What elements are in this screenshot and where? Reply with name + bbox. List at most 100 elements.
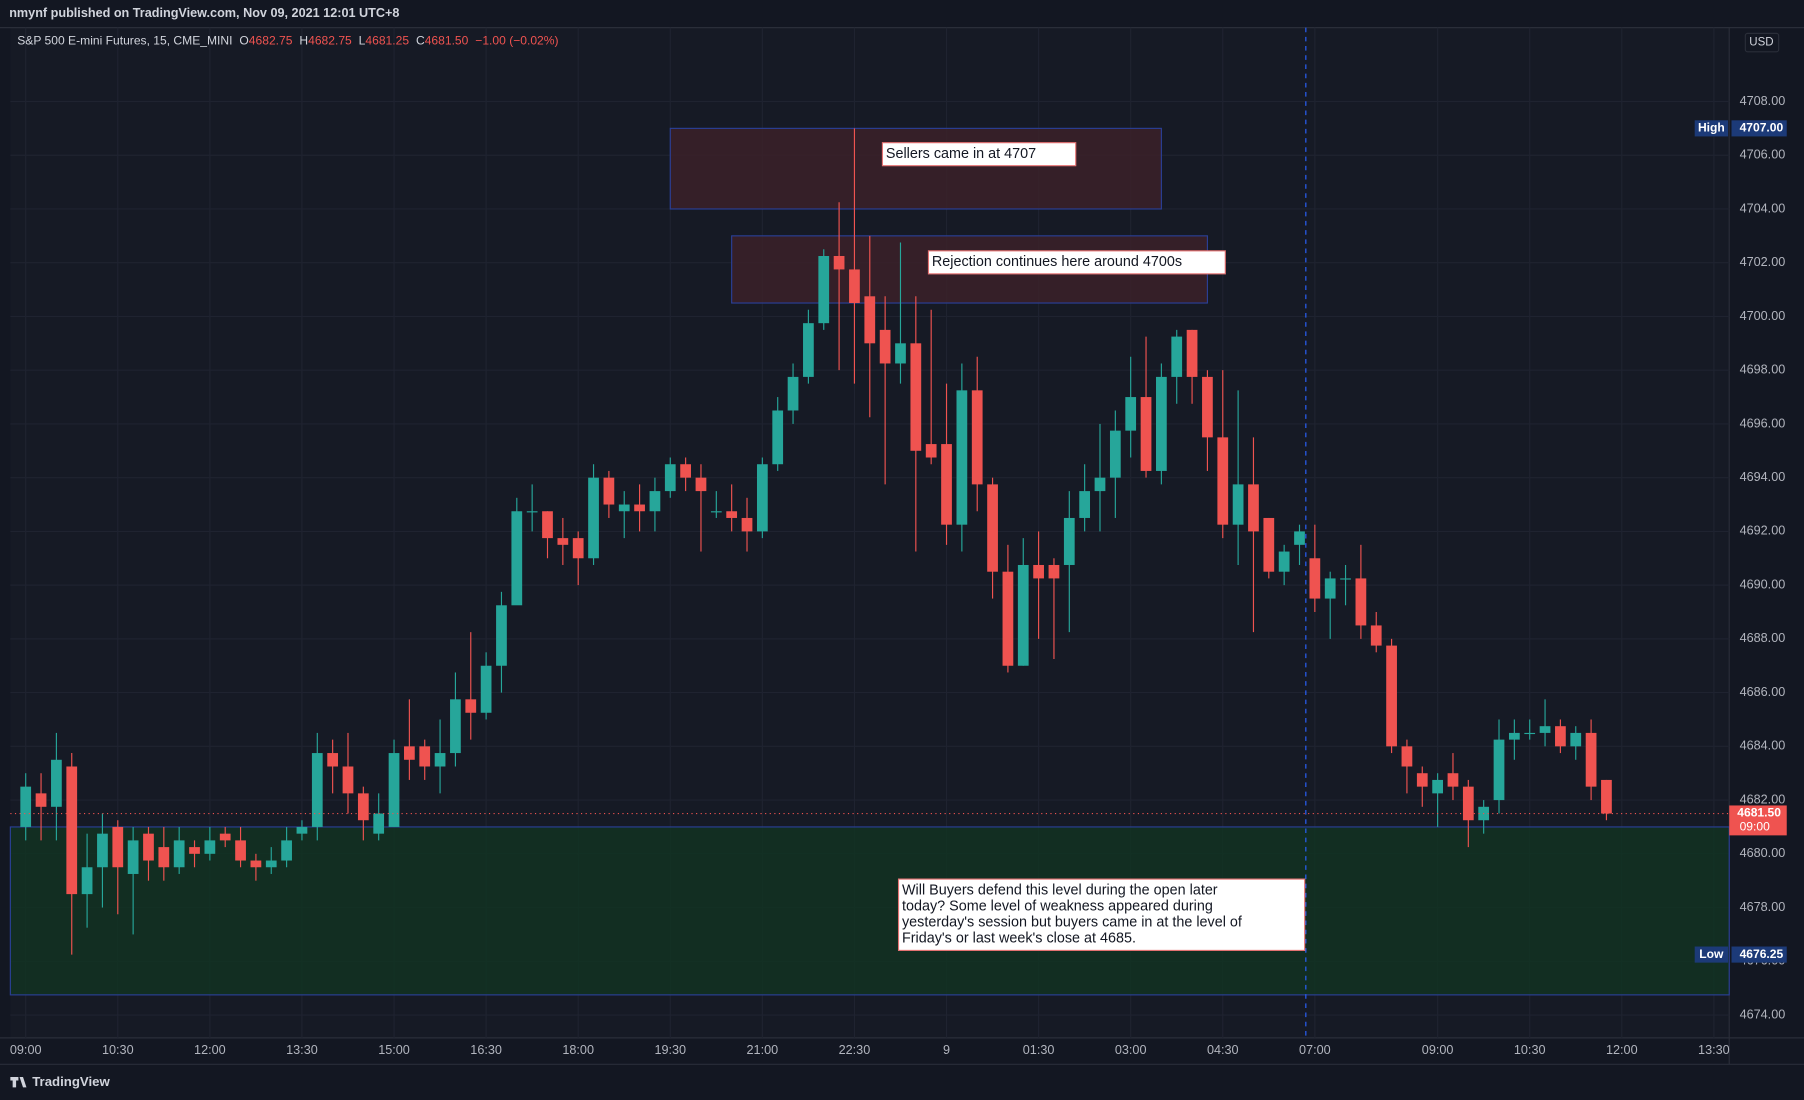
candle-body bbox=[1555, 726, 1566, 747]
candle-body bbox=[465, 699, 477, 713]
x-tick-label: 12:00 bbox=[194, 1043, 226, 1057]
annotation-text: yesterday's session but buyers came in a… bbox=[902, 915, 1243, 931]
candle-body bbox=[1094, 477, 1106, 492]
annotation-text: Sellers came in at 4707 bbox=[886, 146, 1036, 162]
candle-body bbox=[1462, 786, 1474, 821]
candle-body bbox=[1309, 558, 1321, 599]
candle-body bbox=[357, 793, 369, 821]
candle-body bbox=[634, 504, 645, 512]
candle-body bbox=[1048, 564, 1060, 579]
price-tag-label: 4676.25 bbox=[1740, 947, 1784, 961]
candle-body bbox=[1447, 773, 1459, 787]
candle-body bbox=[879, 329, 891, 364]
legend-key: L bbox=[359, 34, 366, 48]
legend-change: −1.00 (−0.02%) bbox=[475, 34, 558, 48]
x-tick-label: 21:00 bbox=[747, 1043, 779, 1057]
candle-body bbox=[910, 343, 922, 451]
candle-body bbox=[81, 867, 93, 895]
axes: 4674.004676.004678.004680.004682.004684.… bbox=[10, 94, 1787, 1057]
candle-body bbox=[1278, 551, 1290, 572]
x-tick-label: 15:00 bbox=[378, 1043, 410, 1057]
candle-body bbox=[864, 296, 876, 344]
y-tick-label: 4702.00 bbox=[1740, 255, 1786, 269]
candle-body bbox=[1386, 645, 1397, 747]
x-tick-label: 03:00 bbox=[1115, 1043, 1147, 1057]
x-tick-label: 13:30 bbox=[286, 1043, 318, 1057]
candle-body bbox=[895, 343, 906, 364]
candle-body bbox=[1401, 746, 1413, 767]
candle-body bbox=[204, 840, 216, 854]
y-tick-label: 4694.00 bbox=[1740, 470, 1786, 484]
price-tag bbox=[1731, 946, 1787, 963]
candle-body bbox=[235, 840, 246, 861]
candle-body bbox=[35, 793, 47, 807]
candle-body bbox=[818, 255, 830, 324]
zone bbox=[9, 826, 1730, 996]
price-tag-name: High bbox=[1698, 121, 1725, 135]
candle-body bbox=[803, 323, 814, 377]
candle-body bbox=[603, 477, 615, 505]
candle-body bbox=[327, 753, 339, 767]
x-tick-label: 01:30 bbox=[1023, 1043, 1055, 1057]
candle-body bbox=[20, 786, 32, 827]
annotation-box bbox=[927, 250, 1226, 275]
last-price-tag bbox=[1729, 805, 1787, 836]
candle-body bbox=[680, 464, 691, 478]
candle-body bbox=[956, 390, 968, 525]
y-tick-label: 4700.00 bbox=[1740, 309, 1786, 323]
annotation-box bbox=[897, 878, 1306, 951]
candle-body bbox=[158, 847, 170, 868]
candle-body bbox=[1186, 329, 1198, 377]
candle-body bbox=[1508, 732, 1520, 740]
candle-body bbox=[588, 477, 599, 559]
candle-body bbox=[1585, 732, 1597, 787]
legend-value: 4682.75 bbox=[249, 34, 293, 48]
price-tag-name: Low bbox=[1699, 947, 1724, 961]
candle-body bbox=[296, 826, 308, 834]
candle-body bbox=[987, 484, 998, 572]
legend-key: O bbox=[239, 34, 248, 48]
candle-body bbox=[1432, 779, 1443, 794]
zone bbox=[669, 127, 1162, 210]
footer: TradingView bbox=[32, 1074, 110, 1089]
candle-body bbox=[143, 833, 154, 861]
annotation-text: Will Buyers defend this level during the… bbox=[902, 882, 1218, 898]
candle-body bbox=[250, 860, 262, 868]
candle-body bbox=[404, 746, 415, 760]
candle-body bbox=[572, 538, 584, 559]
legend-value: 4681.50 bbox=[425, 34, 469, 48]
candle-body bbox=[1524, 732, 1536, 735]
y-tick-label: 4692.00 bbox=[1740, 524, 1786, 538]
candle-body bbox=[173, 840, 185, 868]
header: nmynf published on TradingView.com, Nov … bbox=[9, 6, 399, 20]
annotations: Sellers came in at 4707 Rejection continu… bbox=[881, 142, 1306, 951]
candle-body bbox=[480, 665, 492, 713]
candle-body bbox=[281, 840, 292, 861]
candle-body bbox=[1002, 571, 1014, 666]
y-tick-label: 4684.00 bbox=[1740, 739, 1786, 753]
candle-body bbox=[772, 410, 784, 465]
candle-body bbox=[388, 753, 400, 827]
candle-body bbox=[726, 511, 738, 518]
candle-body bbox=[664, 464, 676, 492]
candle-body bbox=[66, 766, 78, 895]
candle-body bbox=[311, 753, 323, 827]
price-tag-label: 4707.00 bbox=[1740, 121, 1784, 135]
candle-body bbox=[1033, 564, 1044, 579]
candle-body bbox=[419, 746, 431, 767]
y-tick-label: 4698.00 bbox=[1740, 363, 1786, 377]
annotation-text: today? Some level of weakness appeared d… bbox=[902, 898, 1213, 914]
zones bbox=[9, 127, 1730, 996]
y-tick-label: 4708.00 bbox=[1740, 94, 1786, 108]
y-tick-label: 4678.00 bbox=[1740, 900, 1786, 914]
candle-body bbox=[649, 491, 661, 512]
x-tick-label: 16:30 bbox=[470, 1043, 502, 1057]
candle-body bbox=[51, 759, 62, 807]
candle-body bbox=[1202, 376, 1213, 438]
x-tick-label: 18:00 bbox=[562, 1043, 594, 1057]
candle-body bbox=[849, 269, 860, 304]
countdown: 09:00 bbox=[1740, 820, 1771, 834]
candle-body bbox=[127, 840, 139, 874]
candle-body bbox=[1570, 732, 1582, 747]
candle-body bbox=[1370, 625, 1382, 646]
